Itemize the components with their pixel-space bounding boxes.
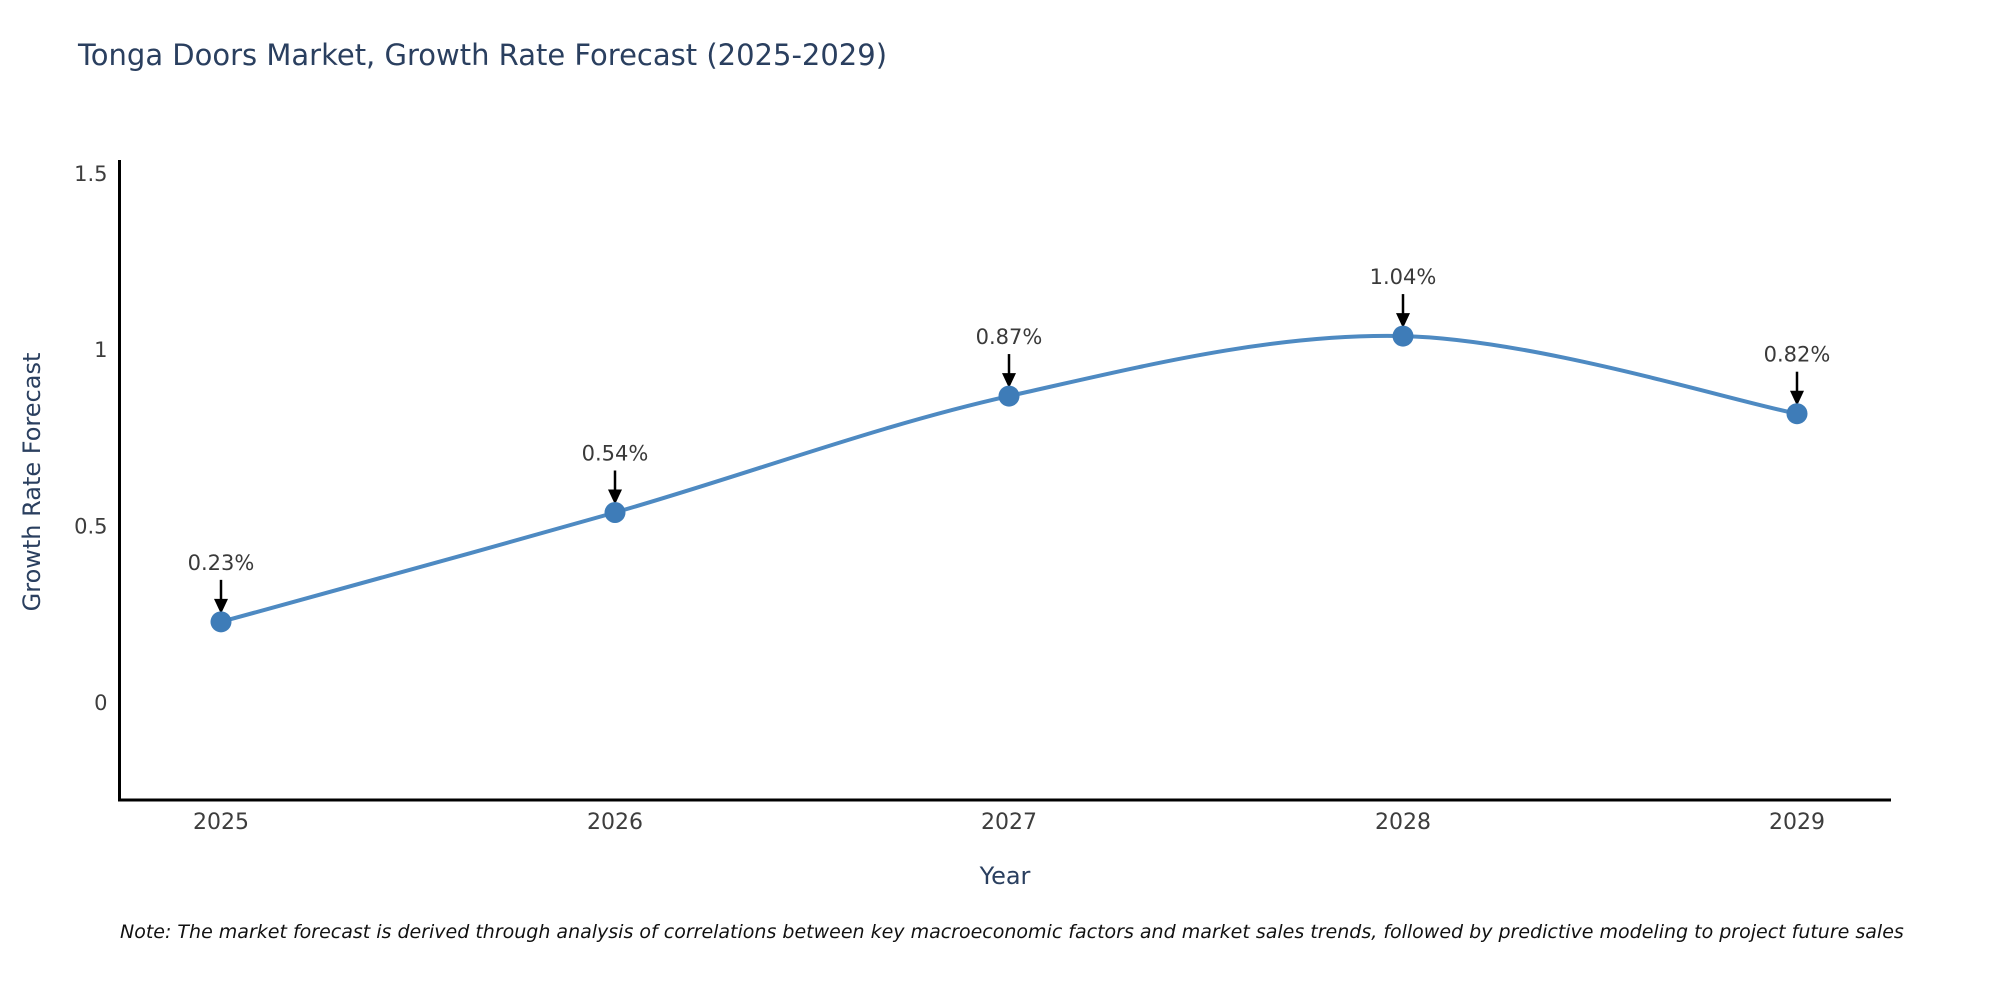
point-value-label: 0.23% — [188, 551, 255, 575]
point-value-label: 1.04% — [1370, 265, 1437, 289]
y-tick-label: 0.5 — [74, 515, 107, 539]
annotation-arrow-head — [214, 598, 228, 614]
chart-title: Tonga Doors Market, Growth Rate Forecast… — [78, 38, 888, 72]
data-point-marker — [1786, 403, 1808, 425]
y-tick-label: 1 — [94, 338, 107, 362]
x-tick-label: 2029 — [1769, 810, 1825, 835]
x-axis-title: Year — [979, 862, 1031, 890]
annotation-arrow-head — [608, 489, 622, 505]
annotation-arrow-head — [1396, 313, 1410, 329]
y-tick-label: 1.5 — [74, 162, 107, 186]
data-point-marker — [210, 611, 232, 633]
data-point-marker — [604, 501, 626, 523]
x-tick-label: 2026 — [587, 810, 643, 835]
x-tick-label: 2028 — [1375, 810, 1431, 835]
y-axis-title: Growth Rate Forecast — [18, 352, 46, 612]
footnote: Note: The market forecast is derived thr… — [120, 921, 1904, 943]
data-point-marker — [1392, 325, 1414, 347]
y-tick-label: 0 — [94, 691, 107, 715]
point-value-label: 0.54% — [582, 441, 649, 465]
point-value-label: 0.87% — [976, 325, 1043, 349]
x-tick-label: 2027 — [981, 810, 1037, 835]
annotation-arrow-head — [1790, 390, 1804, 406]
point-value-label: 0.82% — [1764, 343, 1831, 367]
x-tick-label: 2025 — [193, 810, 249, 835]
data-point-marker — [998, 385, 1020, 407]
annotation-arrow-head — [1002, 373, 1016, 389]
